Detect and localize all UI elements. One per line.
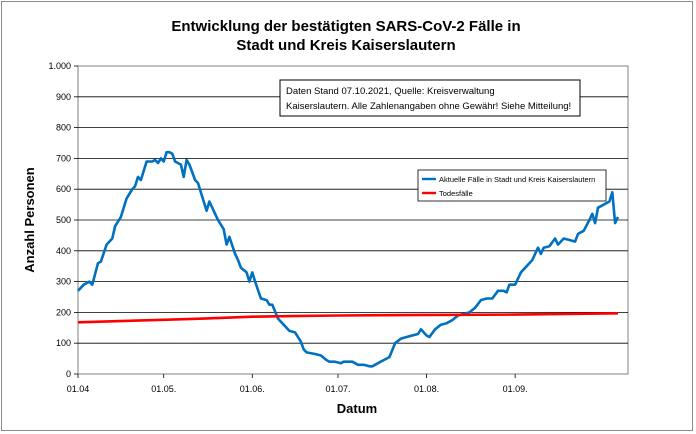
y-tick-label: 400 xyxy=(56,246,71,256)
x-tick-label: 01.05. xyxy=(151,384,176,394)
x-tick-label: 01.07. xyxy=(325,384,350,394)
legend-frame xyxy=(417,169,607,202)
legend-label-todesfaelle: Todesfälle xyxy=(439,189,473,198)
y-tick-label: 800 xyxy=(56,123,71,133)
x-tick-label: 01.08. xyxy=(414,384,439,394)
y-tick-label: 600 xyxy=(56,184,71,194)
series-line-aktuelle-faelle xyxy=(77,150,620,368)
annotation-frame xyxy=(279,79,581,117)
y-axis-ticks: 0 100 200 300 400 500 600 700 800 900 1.000 xyxy=(48,61,78,379)
series-line-todesfaelle xyxy=(77,312,619,324)
chart-title-line-2: Stadt und Kreis Kaiserslautern xyxy=(236,37,455,54)
annotation-line-1: Daten Stand 07.10.2021, Quelle: Kreisver… xyxy=(286,86,495,97)
y-tick-label: 200 xyxy=(56,307,71,317)
chart-title-line-1: Entwicklung der bestätigten SARS-CoV-2 F… xyxy=(171,18,520,35)
x-axis-title: Datum xyxy=(337,401,377,416)
y-tick-label: 700 xyxy=(56,153,71,163)
x-tick-label: 01.06. xyxy=(240,384,265,394)
y-tick-label: 900 xyxy=(56,92,71,102)
annotation-box: Daten Stand 07.10.2021, Quelle: Kreisver… xyxy=(279,79,581,117)
y-axis-title: Anzahl Personen xyxy=(22,167,37,273)
y-tick-label: 0 xyxy=(66,369,71,379)
x-axis-ticks: 01.04 01.05. 01.06. 01.07. 01.08. 01.09. xyxy=(67,374,528,394)
x-tick-label: 01.09. xyxy=(503,384,528,394)
y-tick-label: 500 xyxy=(56,215,71,225)
y-tick-label: 300 xyxy=(56,277,71,287)
legend: Aktuelle Fälle in Stadt und Kreis Kaiser… xyxy=(417,169,607,202)
annotation-line-2: Kaiserslautern. Alle Zahlenangaben ohne … xyxy=(286,101,571,112)
y-tick-label: 1.000 xyxy=(48,61,71,71)
x-tick-label: 01.04 xyxy=(67,384,90,394)
y-tick-label: 100 xyxy=(56,338,71,348)
legend-label-aktuelle-faelle: Aktuelle Fälle in Stadt und Kreis Kaiser… xyxy=(439,175,595,184)
